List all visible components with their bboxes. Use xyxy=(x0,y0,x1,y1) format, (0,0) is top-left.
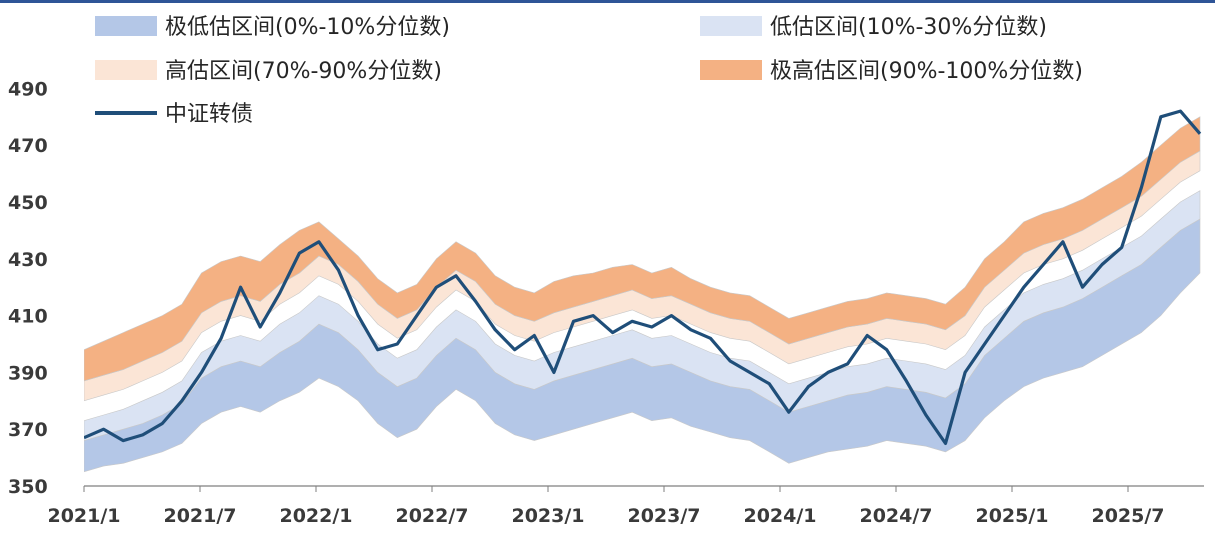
top-rule xyxy=(0,0,1215,3)
y-tick-label: 470 xyxy=(8,135,48,157)
series-line-0 xyxy=(84,109,1202,445)
y-tick-label: 350 xyxy=(8,476,48,498)
valuation-bands xyxy=(84,116,1201,473)
legend: 极低估区间(0%-10%分位数) 低估区间(10%-30%分位数) 高估区间(70%… xyxy=(95,15,1083,127)
x-tick-label: 2024/1 xyxy=(743,505,816,527)
legend-swatch-3 xyxy=(700,60,762,80)
y-tick-label: 370 xyxy=(8,419,48,441)
y-tick-label: 450 xyxy=(8,192,48,214)
y-tick-label: 390 xyxy=(8,362,48,384)
x-tick-label: 2021/1 xyxy=(47,505,120,527)
y-axis-ticks: 350 370 390 410 430 450 470 490 xyxy=(8,78,48,498)
x-tick-label: 2022/1 xyxy=(279,505,352,527)
y-tick-label: 490 xyxy=(8,78,48,100)
y-tick-label: 430 xyxy=(8,249,48,271)
legend-label-0: 极低估区间(0%-10%分位数) xyxy=(165,15,450,40)
x-tick-label: 2024/7 xyxy=(859,505,932,527)
legend-label-1: 低估区间(10%-30%分位数) xyxy=(770,15,1047,40)
x-axis-ticks: 2021/1 2021/7 2022/1 2022/7 2023/1 2023/7 2024… xyxy=(47,486,1165,527)
band-area-3 xyxy=(84,116,1201,382)
legend-swatch-1 xyxy=(700,16,762,36)
x-tick-label: 2025/7 xyxy=(1091,505,1164,527)
x-tick-label: 2022/7 xyxy=(395,505,468,527)
legend-label-3: 极高估区间(90%-100%分位数) xyxy=(770,59,1083,84)
x-tick-label: 2023/7 xyxy=(627,505,700,527)
legend-label-series: 中证转债 xyxy=(165,102,253,127)
x-tick-label: 2023/1 xyxy=(511,505,584,527)
y-tick-label: 410 xyxy=(8,306,48,328)
legend-swatch-0 xyxy=(95,16,157,36)
x-tick-label: 2021/7 xyxy=(163,505,236,527)
series-lines xyxy=(84,109,1202,445)
x-tick-label: 2025/1 xyxy=(975,505,1048,527)
band-area-1 xyxy=(84,190,1201,441)
legend-swatch-2 xyxy=(95,60,157,80)
legend-label-2: 高估区间(70%-90%分位数) xyxy=(165,59,442,84)
